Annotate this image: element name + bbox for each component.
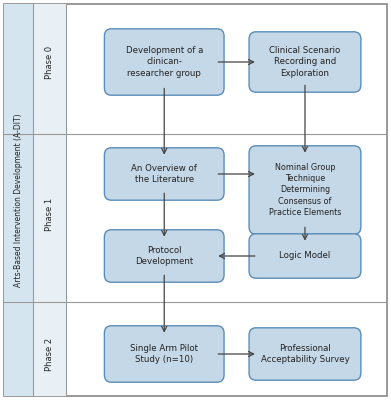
FancyBboxPatch shape — [249, 328, 361, 380]
FancyBboxPatch shape — [4, 4, 33, 396]
Text: Professional
Acceptability Survey: Professional Acceptability Survey — [261, 344, 349, 364]
Text: Logic Model: Logic Model — [279, 252, 331, 260]
Text: Nominal Group
Technique
Determining
Consensus of
Practice Elements: Nominal Group Technique Determining Cons… — [269, 162, 341, 218]
Text: An Overview of
the Literature: An Overview of the Literature — [131, 164, 197, 184]
FancyBboxPatch shape — [104, 230, 224, 282]
Text: Single Arm Pilot
Study (n=10): Single Arm Pilot Study (n=10) — [130, 344, 198, 364]
FancyBboxPatch shape — [4, 4, 387, 396]
FancyBboxPatch shape — [33, 4, 66, 396]
FancyBboxPatch shape — [249, 32, 361, 92]
Text: Arts-Based Intervention Development (A-DIT): Arts-Based Intervention Development (A-D… — [14, 113, 23, 287]
FancyBboxPatch shape — [249, 146, 361, 234]
Text: Clinical Scenario
Recording and
Exploration: Clinical Scenario Recording and Explorat… — [269, 46, 341, 78]
Text: Phase 1: Phase 1 — [45, 198, 54, 230]
Text: Phase 0: Phase 0 — [45, 46, 54, 78]
FancyBboxPatch shape — [249, 234, 361, 278]
Text: Phase 2: Phase 2 — [45, 338, 54, 370]
Text: Development of a
clinican-
researcher group: Development of a clinican- researcher gr… — [126, 46, 203, 78]
FancyBboxPatch shape — [104, 29, 224, 95]
FancyBboxPatch shape — [104, 326, 224, 382]
FancyBboxPatch shape — [104, 148, 224, 200]
Text: Protocol
Development: Protocol Development — [135, 246, 193, 266]
